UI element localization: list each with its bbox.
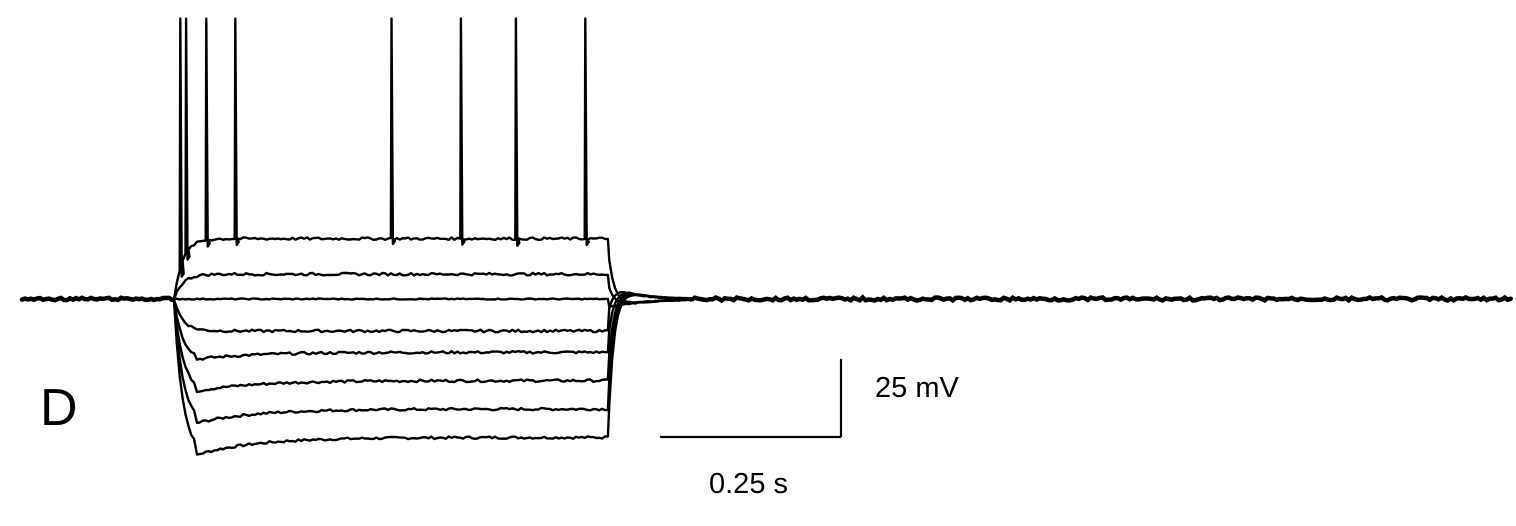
voltage-trace-6 — [172, 297, 695, 308]
scale-bars: 25 mV 0.25 s — [660, 358, 959, 500]
post-stimulus-baseline — [692, 294, 1513, 304]
pre-stimulus-baseline — [19, 295, 175, 303]
voltage-trace-7 — [172, 271, 695, 305]
voltage-trace-8 — [172, 17, 695, 304]
time-scale-label: 0.25 s — [709, 468, 788, 500]
trace-group — [172, 17, 695, 456]
voltage-scale-label: 25 mV — [875, 372, 959, 404]
panel-label: D — [40, 379, 78, 437]
voltage-trace-3 — [172, 293, 695, 394]
voltage-trace-1 — [172, 293, 695, 456]
baseline-noise — [19, 294, 1513, 304]
voltage-trace-2 — [172, 293, 695, 425]
voltage-trace-5 — [172, 291, 695, 334]
voltage-trace-4 — [172, 292, 695, 361]
